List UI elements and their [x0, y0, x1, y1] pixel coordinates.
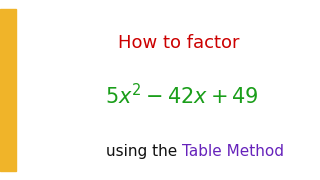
Text: How to factor: How to factor [118, 34, 240, 52]
Text: using the: using the [106, 144, 182, 159]
Bar [0, 9, 16, 171]
Text: Table Method: Table Method [182, 144, 284, 159]
Text: $5x^2 - 42x + 49$: $5x^2 - 42x + 49$ [106, 83, 259, 108]
